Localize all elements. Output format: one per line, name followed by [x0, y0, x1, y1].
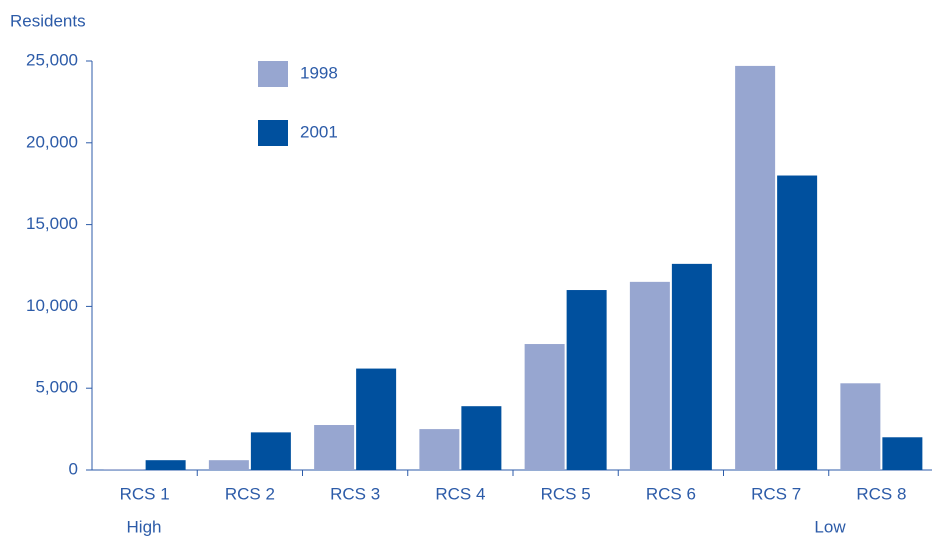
bar — [566, 290, 607, 470]
bar — [777, 175, 818, 470]
x-tick-label: RCS 1 — [120, 484, 170, 503]
bar — [735, 65, 776, 471]
y-tick-label: 10,000 — [26, 296, 78, 315]
bar — [461, 406, 502, 470]
x-tick-label: RCS 2 — [225, 484, 275, 503]
x-tick-label: RCS 5 — [541, 484, 591, 503]
x-tick-label: RCS 7 — [751, 484, 801, 503]
x-tick-label: RCS 8 — [856, 484, 906, 503]
legend-label: 1998 — [300, 63, 338, 82]
bar — [671, 263, 712, 470]
bar — [145, 460, 186, 470]
x-tick-label: RCS 3 — [330, 484, 380, 503]
bar — [250, 432, 291, 470]
legend-swatch — [258, 61, 288, 87]
y-axis-label: Residents — [10, 11, 86, 30]
x-tick-label: RCS 6 — [646, 484, 696, 503]
annotation: Low — [814, 517, 846, 536]
y-tick-label: 25,000 — [26, 50, 78, 69]
annotation: High — [127, 517, 162, 536]
bar — [524, 344, 565, 470]
y-tick-label: 20,000 — [26, 132, 78, 151]
y-tick-label: 0 — [69, 459, 78, 478]
y-tick-label: 15,000 — [26, 214, 78, 233]
bar — [356, 368, 397, 470]
x-tick-label: RCS 4 — [435, 484, 485, 503]
bar — [314, 425, 355, 470]
legend-swatch — [258, 120, 288, 146]
y-tick-label: 5,000 — [35, 378, 78, 397]
bar — [840, 383, 881, 470]
bar — [629, 281, 670, 470]
bar — [103, 469, 144, 470]
bar — [208, 460, 249, 470]
bar — [882, 437, 923, 470]
bar — [419, 429, 460, 470]
legend-label: 2001 — [300, 122, 338, 141]
